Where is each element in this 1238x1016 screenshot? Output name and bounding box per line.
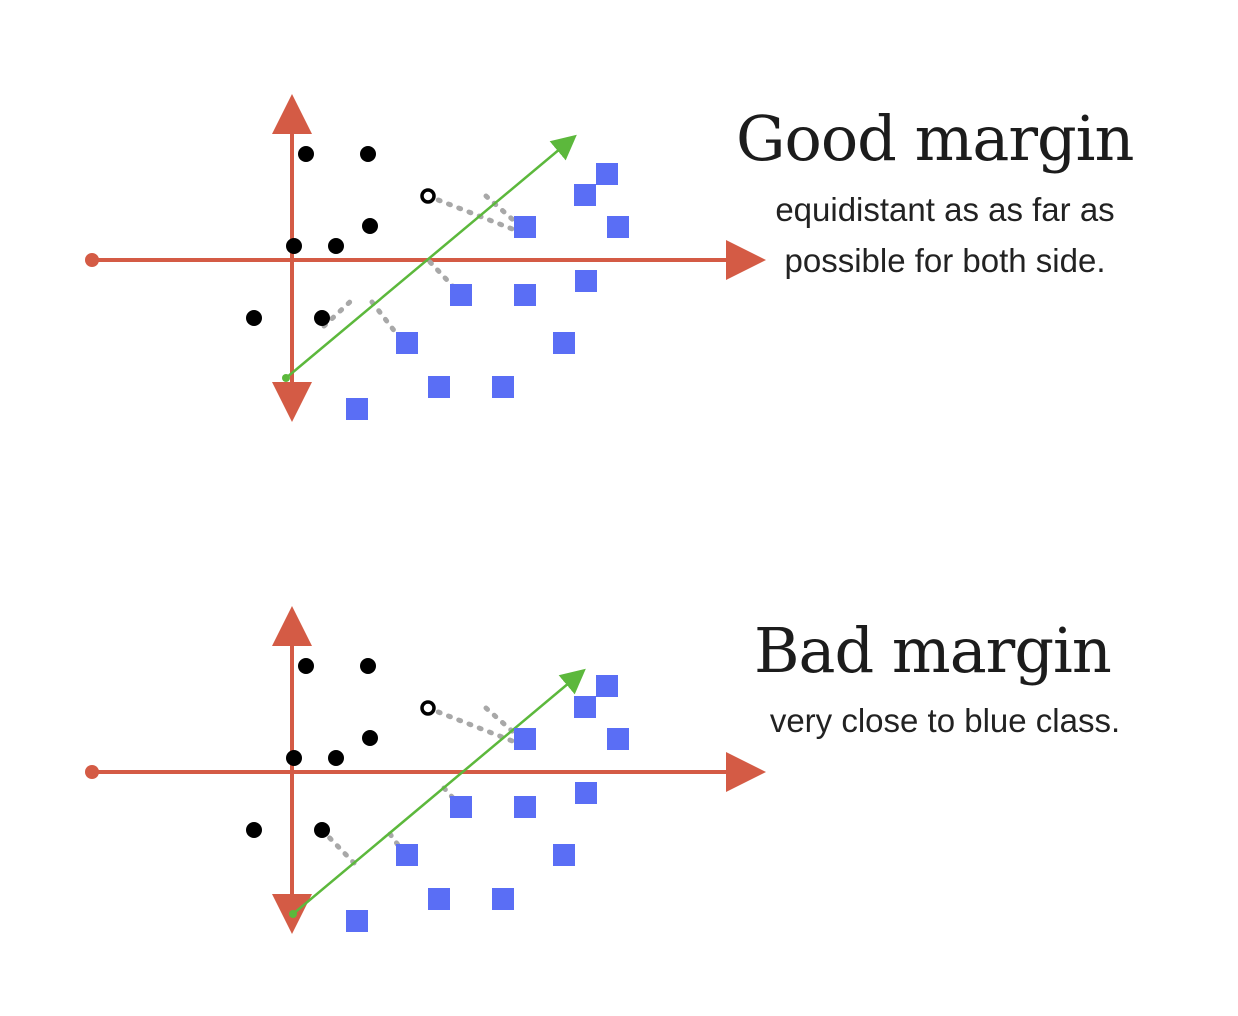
- bad-margin-caption: very close to blue class.: [742, 695, 1148, 746]
- good-black-point-4: [286, 238, 302, 254]
- good-black-point-2: [360, 146, 376, 162]
- bad-blue-square-7: [514, 796, 536, 818]
- bad-margin-caption-line-1: very close to blue class.: [769, 702, 1121, 739]
- good-margin-line-5: [321, 297, 355, 329]
- bad-black-point-1: [298, 658, 314, 674]
- bad-blue-square-4: [607, 728, 629, 750]
- good-margin-line-1: [425, 193, 523, 235]
- good-blue-square-9: [553, 332, 575, 354]
- bad-blue-square-1: [596, 675, 618, 697]
- bad-black-point-4: [286, 750, 302, 766]
- good-margin-caption: equidistant as as far as possible for bo…: [742, 184, 1148, 286]
- good-margin-line-2: [483, 193, 523, 229]
- good-blue-square-8: [396, 332, 418, 354]
- bad-blue-square-11: [492, 888, 514, 910]
- good-margin-caption-line-1: equidistant as as far as: [775, 191, 1115, 228]
- bad-black-point-5: [328, 750, 344, 766]
- bad-blue-square-10: [428, 888, 450, 910]
- bad-black-point-6: [246, 822, 262, 838]
- bad-blue-square-9: [553, 844, 575, 866]
- good-black-point-6: [246, 310, 262, 326]
- bad-blue-square-2: [574, 696, 596, 718]
- bad-hyperplane: [292, 668, 586, 915]
- good-blue-square-3: [514, 216, 536, 238]
- good-black-point-7: [314, 310, 330, 326]
- bad-margin-line-4: [319, 827, 358, 867]
- bad-black-point-2: [360, 658, 376, 674]
- bad-blue-square-5: [575, 782, 597, 804]
- bad-blue-square-3: [514, 728, 536, 750]
- bad-blue-square-12: [346, 910, 368, 932]
- good-blue-square-4: [607, 216, 629, 238]
- good-blue-square-7: [514, 284, 536, 306]
- good-blue-square-11: [492, 376, 514, 398]
- good-blue-square-10: [428, 376, 450, 398]
- good-panel: [85, 94, 766, 422]
- good-black-point-1: [298, 146, 314, 162]
- bad-margin-line-1: [425, 705, 523, 747]
- good-blue-square-12: [346, 398, 368, 420]
- good-blue-square-5: [575, 270, 597, 292]
- good-margin-title: Good margin: [736, 102, 1134, 175]
- good-blue-square-1: [596, 163, 618, 185]
- good-margin-caption-line-2: possible for both side.: [784, 242, 1106, 279]
- bad-hyperplane-start-dot: [289, 910, 297, 918]
- good-hyperplane: [285, 134, 577, 379]
- good-margin-line-3: [427, 259, 467, 301]
- bad-blue-square-6: [450, 796, 472, 818]
- good-x-axis-origin-dot: [85, 253, 99, 267]
- bad-black-point-3: [362, 730, 378, 746]
- good-blue-square-6: [450, 284, 472, 306]
- bad-x-axis-origin-dot: [85, 765, 99, 779]
- bad-blue-square-8: [396, 844, 418, 866]
- good-black-point-5: [328, 238, 344, 254]
- good-black-point-3: [362, 218, 378, 234]
- good-support-vector-black: [420, 188, 436, 204]
- bad-support-vector-black: [420, 700, 436, 716]
- bad-black-point-7: [314, 822, 330, 838]
- bad-margin-line-2: [483, 705, 523, 741]
- good-blue-square-2: [574, 184, 596, 206]
- bad-panel: [85, 606, 766, 934]
- bad-margin-title: Bad margin: [754, 614, 1112, 687]
- good-hyperplane-start-dot: [282, 374, 290, 382]
